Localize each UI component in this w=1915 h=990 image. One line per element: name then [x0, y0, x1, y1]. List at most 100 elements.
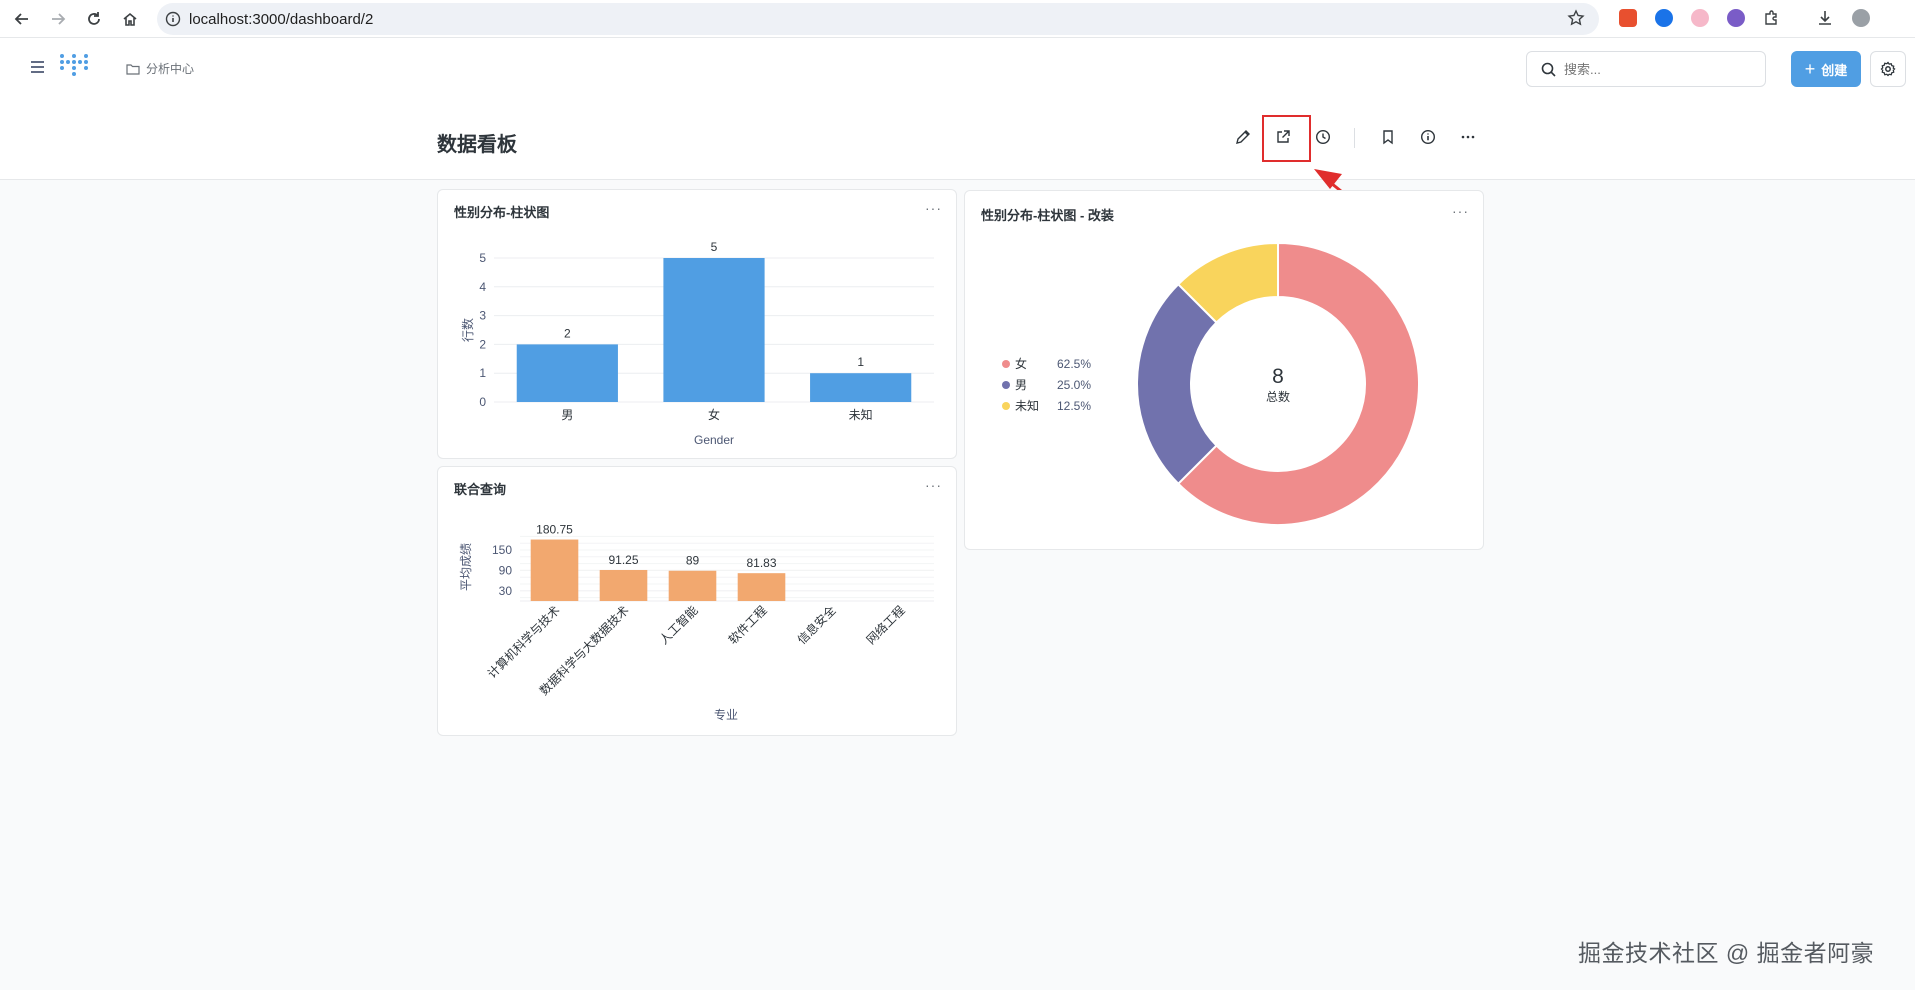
- card-menu-button[interactable]: ···: [1452, 203, 1469, 219]
- y-tick-label: 1: [479, 366, 486, 380]
- app-header: 分析中心 + 创建: [0, 38, 1915, 98]
- card-title[interactable]: 联合查询: [454, 482, 507, 497]
- y-tick-label: 5: [479, 251, 486, 265]
- settings-button[interactable]: [1870, 51, 1906, 87]
- search-input[interactable]: [1564, 61, 1744, 77]
- extension-purple-icon[interactable]: [1727, 9, 1745, 27]
- folder-icon: [126, 63, 140, 75]
- legend-swatch: [1002, 381, 1010, 389]
- legend-percent: 25.0%: [1057, 378, 1091, 392]
- legend-swatch: [1002, 360, 1010, 368]
- x-axis-label: Gender: [694, 433, 734, 447]
- page-title[interactable]: 数据看板: [437, 134, 517, 156]
- breadcrumb-label: 分析中心: [146, 62, 195, 76]
- pencil-icon: [1236, 130, 1250, 144]
- card-menu-button[interactable]: ···: [925, 477, 942, 493]
- bar: [516, 344, 618, 402]
- clock-icon: [1315, 129, 1331, 145]
- share-icon: [1277, 130, 1290, 143]
- y-tick-label: 4: [479, 280, 486, 294]
- legend-label: 女: [1015, 356, 1027, 371]
- pie-slice: [1176, 241, 1279, 324]
- x-tick-label: 软件工程: [725, 603, 770, 648]
- bar: [737, 573, 786, 601]
- x-tick-label: 男: [561, 408, 573, 422]
- breadcrumb[interactable]: 分析中心: [126, 60, 194, 77]
- x-tick-label: 网络工程: [863, 603, 908, 648]
- toolbar-divider: [1354, 128, 1355, 148]
- data-label: 180.75: [536, 523, 573, 537]
- plus-icon: +: [1804, 58, 1816, 79]
- bar: [663, 258, 765, 402]
- card-gender-bar: 性别分布-柱状图 ··· 0 1 2 3 4 5 2 男 5 女 1 未知 Gender 行数: [437, 189, 957, 459]
- url-text: localhost:3000/dashboard/2: [189, 10, 374, 28]
- bar: [530, 539, 579, 601]
- card-gender-donut: 性别分布-柱状图 - 改装 ··· 8 总数 女 62.5% 男 25.0% 未知 12.5%: [964, 190, 1484, 550]
- major-bar-chart: 3090150180.75计算机科学与技术91.25数据科学与大数据技术89人工…: [459, 523, 934, 722]
- x-tick-label: 信息安全: [794, 603, 839, 648]
- gear-icon: [1880, 61, 1896, 77]
- y-axis-label: 平均成绩: [459, 543, 473, 591]
- search-icon: [1541, 62, 1556, 77]
- x-tick-label: 未知: [849, 408, 873, 422]
- data-label: 81.83: [746, 556, 776, 570]
- profile-avatar-icon[interactable]: [1852, 9, 1870, 27]
- bookmark-button[interactable]: [1368, 117, 1408, 157]
- gender-bar-chart: 0 1 2 3 4 5 2 男 5 女 1 未知 Gender 行数: [460, 240, 934, 447]
- info-icon: [1420, 129, 1436, 145]
- watermark: 掘金技术社区 @ 掘金者阿豪: [1578, 940, 1875, 966]
- info-button[interactable]: [1408, 117, 1448, 157]
- data-label: 5: [711, 240, 718, 254]
- address-bar[interactable]: localhost:3000/dashboard/2: [157, 3, 1599, 35]
- edit-button[interactable]: [1223, 117, 1263, 157]
- extension-pink-icon[interactable]: [1691, 9, 1709, 27]
- x-tick-label: 女: [708, 407, 720, 422]
- donut-total-label: 总数: [1266, 389, 1290, 404]
- download-icon[interactable]: [1816, 9, 1834, 27]
- y-tick-label: 2: [479, 337, 486, 351]
- legend-percent: 12.5%: [1057, 399, 1091, 413]
- data-label: 1: [857, 355, 864, 369]
- data-label: 91.25: [608, 553, 638, 567]
- legend-label: 男: [1015, 378, 1027, 392]
- y-tick-label: 3: [479, 309, 486, 323]
- dashboard-header: 数据看板: [0, 98, 1915, 180]
- gender-donut-chart: 8总数 女 62.5% 男 25.0% 未知 12.5%: [1002, 241, 1420, 526]
- bar: [810, 373, 912, 402]
- data-label: 89: [686, 554, 700, 568]
- more-options-button[interactable]: [1448, 117, 1488, 157]
- logo-icon[interactable]: [60, 54, 88, 76]
- y-axis-label: 行数: [460, 318, 475, 342]
- pie-slice: [1176, 241, 1420, 526]
- card-title[interactable]: 性别分布-柱状图: [454, 205, 550, 220]
- card-title[interactable]: 性别分布-柱状图 - 改装: [981, 208, 1114, 223]
- x-tick-label: 计算机科学与技术: [484, 603, 562, 681]
- extension-red-icon[interactable]: [1619, 9, 1637, 27]
- y-tick-label: 30: [499, 584, 513, 598]
- x-tick-label: 人工智能: [656, 603, 701, 648]
- search-box[interactable]: [1526, 51, 1766, 87]
- y-tick-label: 0: [479, 395, 486, 409]
- annotation-highlight-box: [1262, 115, 1311, 162]
- create-button[interactable]: + 创建: [1791, 51, 1861, 87]
- legend-percent: 62.5%: [1057, 357, 1091, 371]
- create-label: 创建: [1821, 62, 1848, 78]
- back-icon[interactable]: [4, 0, 40, 38]
- extensions-puzzle-icon[interactable]: [1763, 9, 1781, 27]
- home-icon[interactable]: [112, 0, 148, 38]
- forward-icon[interactable]: [40, 0, 76, 38]
- history-button[interactable]: [1303, 117, 1343, 157]
- site-info-icon[interactable]: [157, 11, 189, 27]
- y-tick-label: 150: [492, 543, 512, 557]
- x-axis-label: 专业: [714, 707, 738, 722]
- share-button[interactable]: [1263, 117, 1303, 157]
- legend-swatch: [1002, 402, 1010, 410]
- bookmark-icon: [1383, 130, 1393, 145]
- menu-icon[interactable]: [30, 60, 46, 79]
- reload-icon[interactable]: [76, 0, 112, 38]
- bar: [599, 569, 648, 601]
- extension-blue-icon[interactable]: [1655, 9, 1673, 27]
- bookmark-star-icon[interactable]: [1567, 9, 1585, 32]
- card-menu-button[interactable]: ···: [925, 200, 942, 216]
- donut-total: 8: [1272, 365, 1284, 388]
